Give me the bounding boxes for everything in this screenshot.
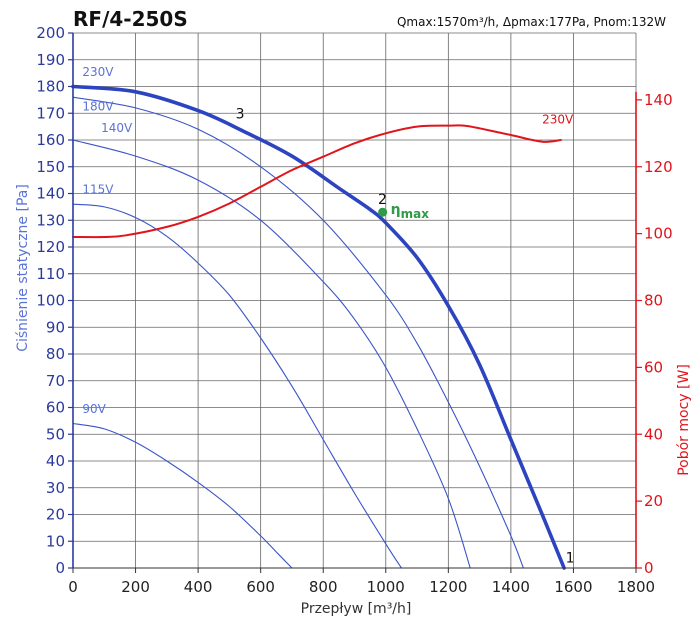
- y-tick-label: 160: [36, 131, 65, 149]
- y-tick-label: 10: [46, 532, 65, 550]
- y-axis-label: Ciśnienie statyczne [Pa]: [15, 184, 31, 352]
- y2-tick-label: 60: [644, 358, 663, 376]
- y-tick-label: 90: [46, 318, 65, 336]
- y2-tick-label: 0: [644, 559, 654, 577]
- pressure-curve-180v: [72, 96, 524, 569]
- x-tick-label: 800: [309, 578, 338, 596]
- y-tick-label: 50: [46, 425, 65, 443]
- y-tick-label: 150: [36, 158, 65, 176]
- y2-axis-label: Pobór mocy [W]: [676, 364, 692, 476]
- eta-max-label: ηmax: [391, 202, 430, 221]
- x-tick-label: 1800: [617, 578, 655, 596]
- y-tick-label: 180: [36, 78, 65, 96]
- y-tick-label: 60: [46, 399, 65, 417]
- voltage-label: 115V: [82, 183, 114, 197]
- x-tick-label: 600: [246, 578, 275, 596]
- pressure-curve-140v: [72, 139, 471, 569]
- y2-tick-label: 120: [644, 158, 673, 176]
- x-tick-label: 400: [184, 578, 213, 596]
- y-tick-label: 140: [36, 185, 65, 203]
- pressure-curve-115v: [72, 203, 402, 569]
- power-curve-230v: [72, 124, 562, 239]
- x-tick-label: 1600: [554, 578, 592, 596]
- y2-tick-label: 100: [644, 225, 673, 243]
- voltage-label: 140V: [101, 121, 133, 135]
- eta-max-marker: [378, 207, 388, 217]
- operating-point-label: 2: [378, 192, 387, 208]
- axes: [68, 32, 642, 573]
- chart-subtitle: Qmax:1570m³/h, Δpmax:177Pa, Pnom:132W: [397, 15, 666, 29]
- y2-tick-label: 40: [644, 425, 663, 443]
- y-tick-label: 170: [36, 104, 65, 122]
- y-tick-label: 190: [36, 51, 65, 69]
- y-tick-label: 100: [36, 292, 65, 310]
- y-tick-label: 110: [36, 265, 65, 283]
- pressure-curve-230v: [71, 84, 566, 570]
- y2-tick-label: 80: [644, 292, 663, 310]
- pressure-curve-90v: [72, 422, 293, 569]
- x-tick-label: 0: [68, 578, 78, 596]
- y-tick-label: 200: [36, 24, 65, 42]
- x-tick-label: 200: [121, 578, 150, 596]
- operating-point-label: 1: [566, 551, 575, 567]
- y-tick-label: 130: [36, 211, 65, 229]
- x-tick-label: 1000: [367, 578, 405, 596]
- voltage-label: 90V: [82, 402, 106, 416]
- x-tick-label: 1200: [429, 578, 467, 596]
- y-tick-label: 70: [46, 372, 65, 390]
- y-tick-label: 0: [55, 559, 65, 577]
- y-tick-label: 120: [36, 238, 65, 256]
- y2-tick-label: 140: [644, 91, 673, 109]
- curves: [71, 84, 566, 570]
- power-voltage-label: 230V: [542, 112, 574, 126]
- x-tick-label: 1400: [492, 578, 530, 596]
- y-tick-label: 40: [46, 452, 65, 470]
- chart-title: RF/4-250S: [73, 7, 188, 31]
- operating-point-label: 3: [236, 107, 245, 123]
- y-tick-label: 20: [46, 506, 65, 524]
- y-tick-label: 30: [46, 479, 65, 497]
- y-tick-label: 80: [46, 345, 65, 363]
- labels: 0102030405060708090100110120130140150160…: [36, 24, 672, 596]
- voltage-label: 180V: [82, 100, 114, 114]
- x-axis-label: Przepływ [m³/h]: [301, 601, 412, 617]
- voltage-label: 230V: [82, 65, 114, 79]
- y2-tick-label: 20: [644, 492, 663, 510]
